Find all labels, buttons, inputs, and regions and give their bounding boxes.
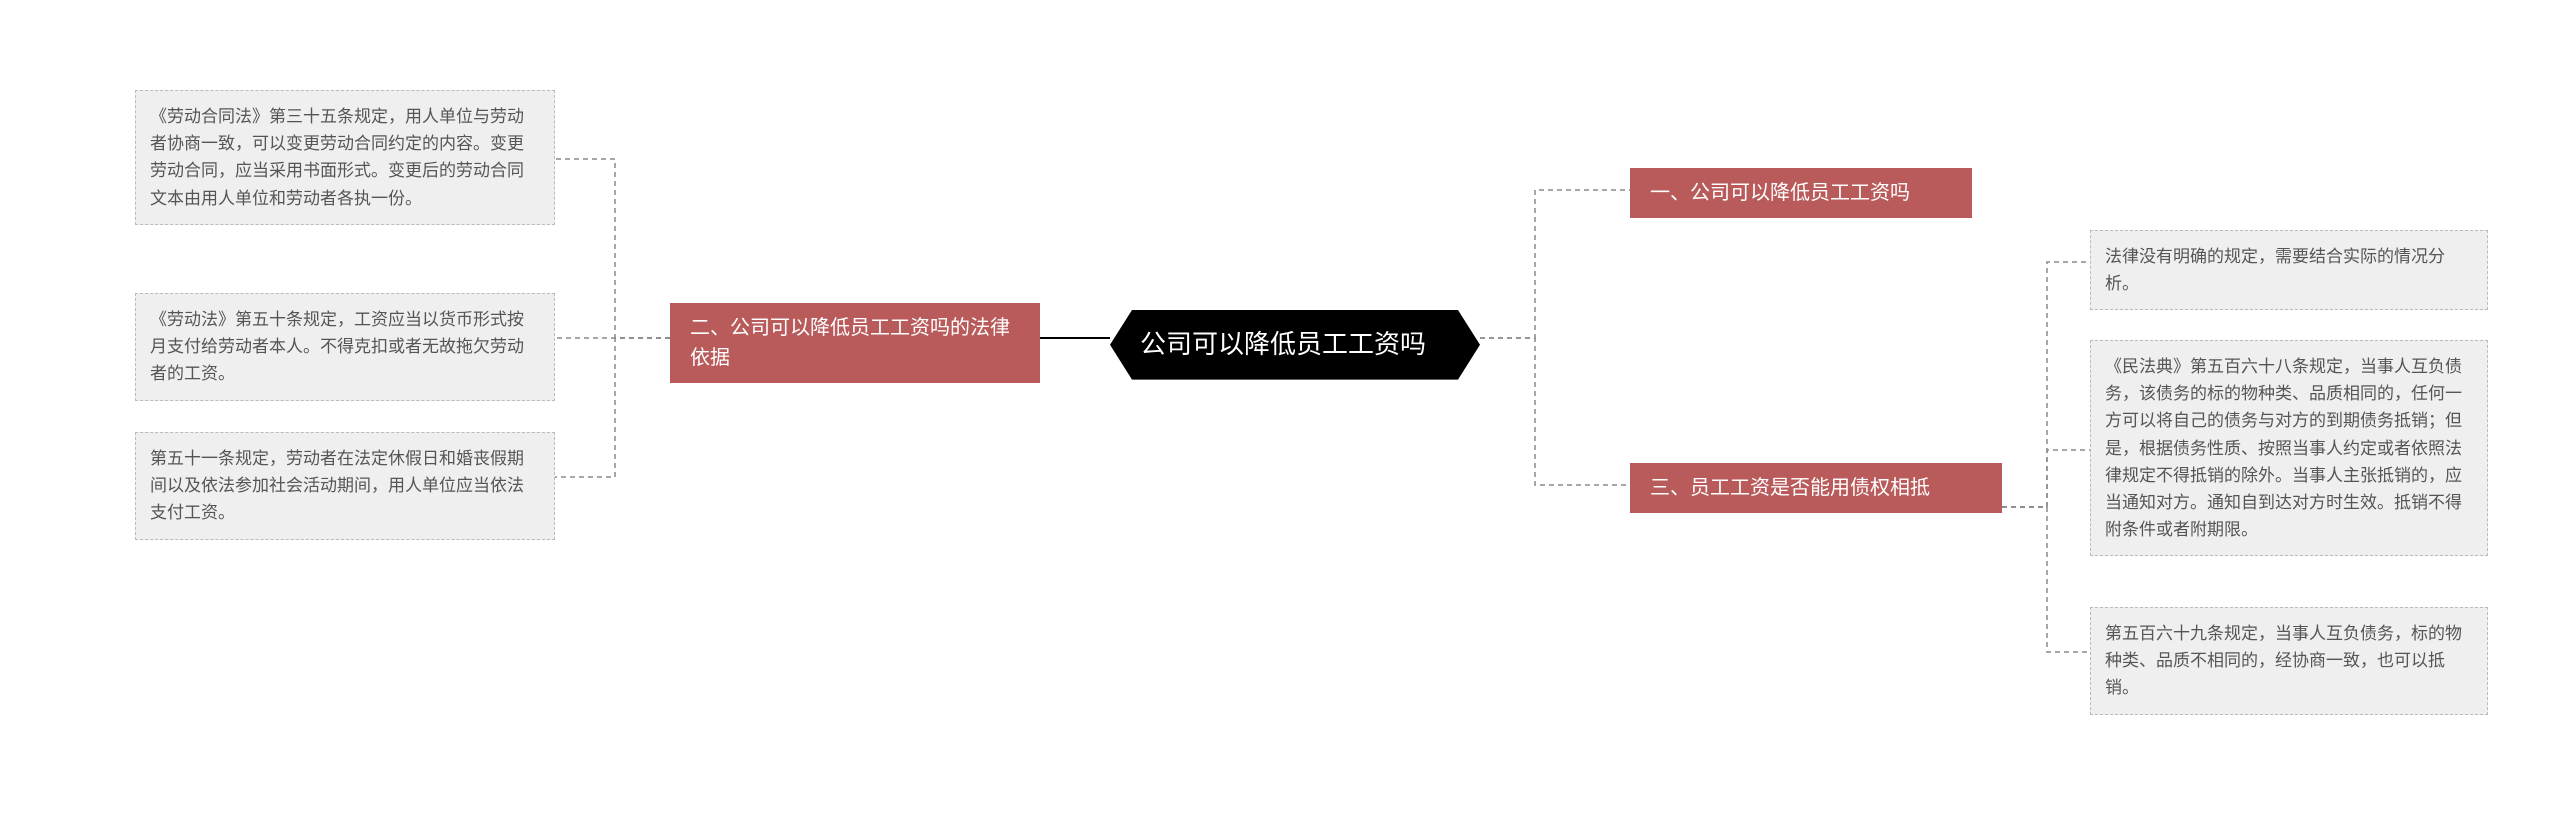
leaf-node-b2-3: 第五十一条规定，劳动者在法定休假日和婚丧假期间以及依法参加社会活动期间，用人单位… [135,432,555,540]
leaf-node-b2-2: 《劳动法》第五十条规定，工资应当以货币形式按月支付给劳动者本人。不得克扣或者无故… [135,293,555,401]
root-node: 公司可以降低员工工资吗 [1110,310,1480,380]
leaf-node-b3-3: 第五百六十九条规定，当事人互负债务，标的物种类、品质不相同的，经协商一致，也可以… [2090,607,2488,715]
leaf-node-b3-1: 法律没有明确的规定，需要结合实际的情况分析。 [2090,230,2488,310]
branch-node-1: 一、公司可以降低员工工资吗 [1630,168,1972,218]
leaf-node-b2-1: 《劳动合同法》第三十五条规定，用人单位与劳动者协商一致，可以变更劳动合同约定的内… [135,90,555,225]
branch-node-2: 二、公司可以降低员工工资吗的法律依据 [670,303,1040,383]
leaf-node-b3-2: 《民法典》第五百六十八条规定，当事人互负债务，该债务的标的物种类、品质相同的，任… [2090,340,2488,556]
branch-node-3: 三、员工工资是否能用债权相抵 [1630,463,2002,513]
